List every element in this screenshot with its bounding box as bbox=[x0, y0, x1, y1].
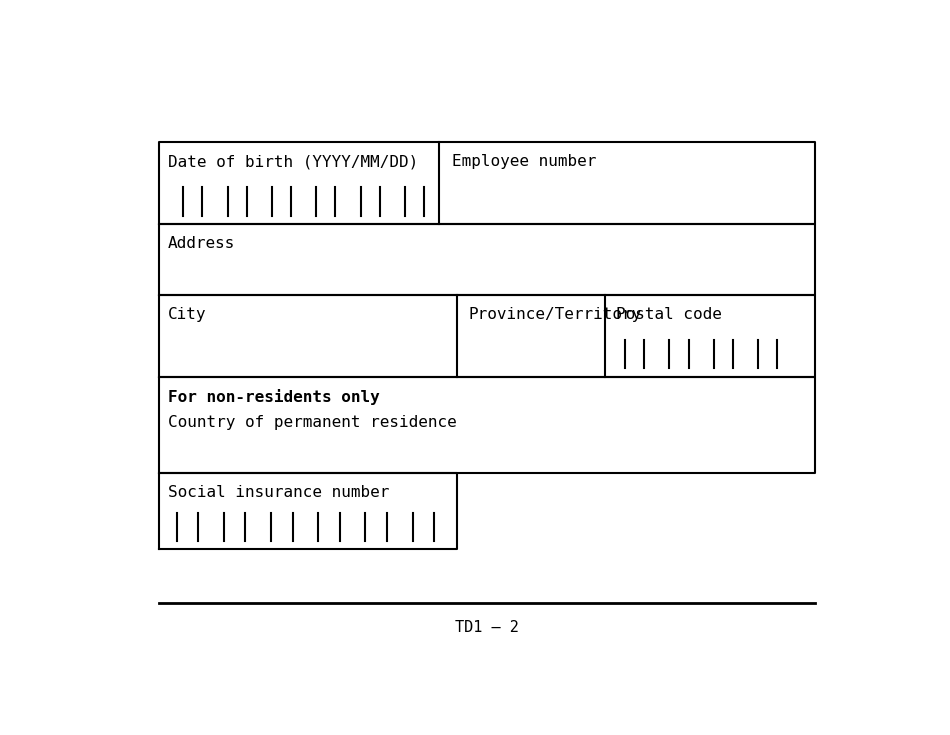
Text: Country of permanent residence: Country of permanent residence bbox=[168, 415, 457, 430]
Text: Employee number: Employee number bbox=[452, 154, 597, 169]
Text: Province/Territory: Province/Territory bbox=[468, 307, 641, 322]
Text: Social insurance number: Social insurance number bbox=[168, 486, 390, 501]
Text: Address: Address bbox=[168, 237, 236, 251]
Text: City: City bbox=[168, 307, 206, 322]
Text: Postal code: Postal code bbox=[616, 307, 722, 322]
Text: For non-residents only: For non-residents only bbox=[168, 390, 380, 405]
Text: Date of birth (YYYY/MM/DD): Date of birth (YYYY/MM/DD) bbox=[168, 154, 418, 169]
Text: TD1 – 2: TD1 – 2 bbox=[455, 620, 519, 635]
